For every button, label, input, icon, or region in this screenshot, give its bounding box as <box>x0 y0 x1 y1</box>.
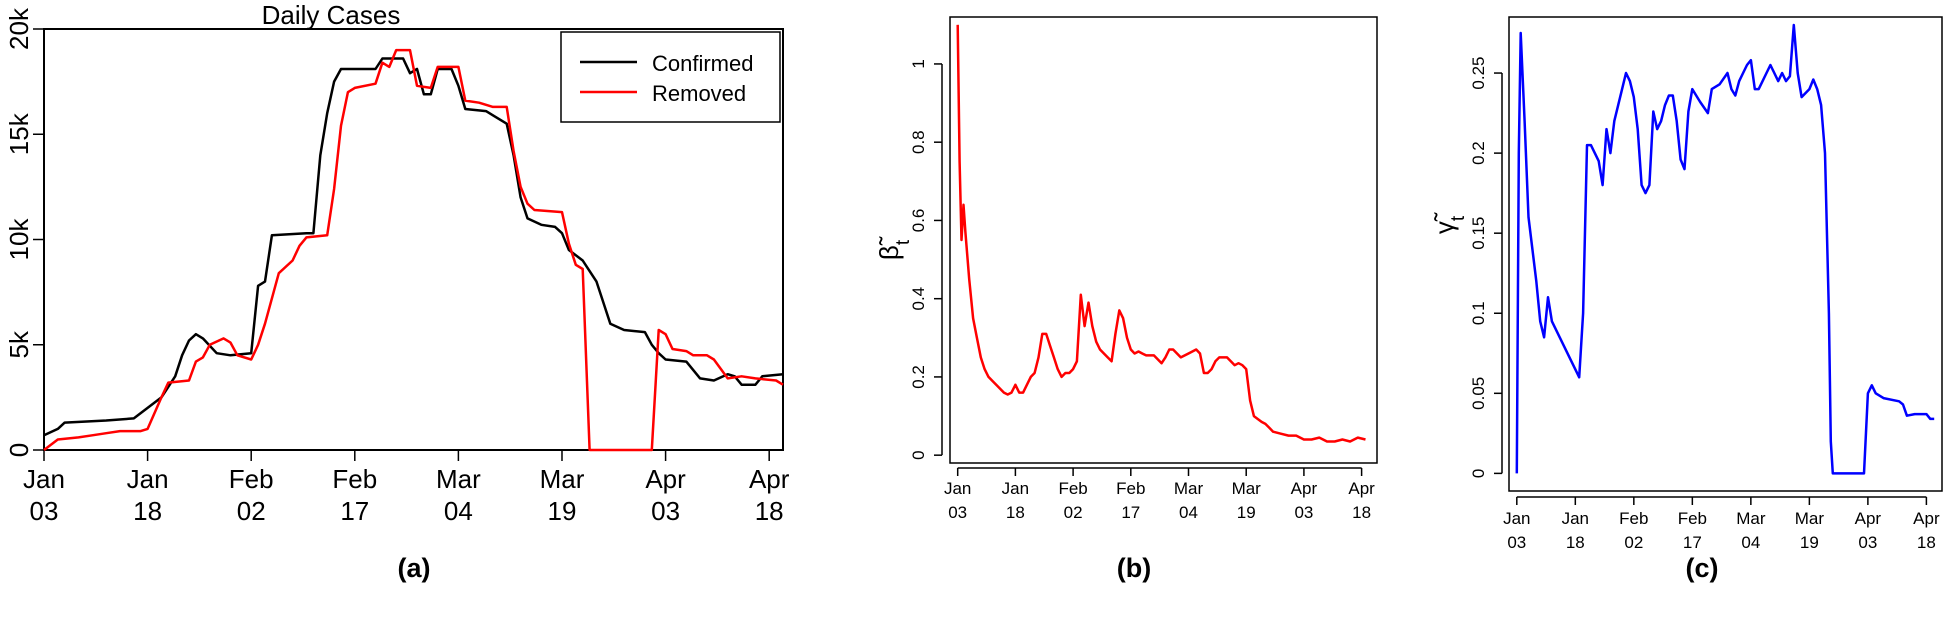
panel-b-y-tick-label: 0 <box>909 450 928 459</box>
panel-c-gamma: 0 0.05 0.1 0.15 0.2 0.25 Jan 03 Jan 18 Feb 02 Feb 17… <box>1429 16 1943 583</box>
panel-b-x-tick-label-month: Mar <box>1232 479 1262 498</box>
panel-b-y-tick-label: 0.8 <box>909 130 928 154</box>
panel-c-y-tick-label: 0 <box>1469 469 1488 478</box>
panel-b-y-label: β̃t <box>874 236 914 260</box>
panel-c-y-label: γ̃t <box>1429 212 1469 234</box>
panel-c-x-tick-label-day: 03 <box>1858 533 1877 552</box>
panel-b-x-tick-label-month: Apr <box>1291 479 1318 498</box>
panel-a-y-tick-label: 5k <box>4 330 34 358</box>
panel-a-x-tick-label-month: Mar <box>540 464 585 494</box>
panel-a-x-tick-label-day: 02 <box>237 496 266 526</box>
panel-b-y-axis: 0 0.2 0.4 0.6 0.8 1 <box>909 59 943 460</box>
panel-c-x-tick-label-month: Mar <box>1795 509 1825 528</box>
panel-a-x-tick-label-month: Feb <box>229 464 274 494</box>
panel-a-y-tick-label: 0 <box>4 443 34 457</box>
panel-b-y-tick-label: 1 <box>909 59 928 68</box>
panel-a-x-tick-label-month: Apr <box>749 464 790 494</box>
panel-c-x-tick-label-day: 19 <box>1800 533 1819 552</box>
panel-c-x-tick-label-month: Feb <box>1678 509 1707 528</box>
panel-b-beta: 0 0.2 0.4 0.6 0.8 1 Jan 03 Jan 18 Feb 02 Feb 17 Mar 04… <box>874 16 1378 583</box>
panel-a-y-axis: 0 5k 10k 15k 20k <box>4 7 44 457</box>
panel-b-x-tick-label-month: Jan <box>1002 479 1029 498</box>
panel-b-y-tick-label: 0.4 <box>909 287 928 311</box>
panel-a-x-tick-label-day: 03 <box>30 496 59 526</box>
panel-a-x-tick-label-day: 17 <box>340 496 369 526</box>
panel-c-x-tick-label-month: Feb <box>1619 509 1648 528</box>
panel-c-x-tick-label-month: Jan <box>1562 509 1589 528</box>
panel-b-x-tick-label-day: 19 <box>1237 503 1256 522</box>
panel-c-x-tick-label-day: 17 <box>1683 533 1702 552</box>
panel-a-title: Daily Cases <box>262 0 401 30</box>
panel-b-x-tick-label-day: 02 <box>1064 503 1083 522</box>
panel-c-plot-frame <box>1508 16 1943 492</box>
panel-b-x-tick-label-month: Feb <box>1116 479 1145 498</box>
panel-c-series <box>1515 23 1935 475</box>
panel-a-line-removed <box>43 48 784 452</box>
panel-b-x-tick-label-month: Jan <box>944 479 971 498</box>
panel-b-x-tick-label-day: 18 <box>1006 503 1025 522</box>
panel-c-x-tick-label-month: Apr <box>1913 509 1940 528</box>
panel-b-x-tick-label-day: 03 <box>948 503 967 522</box>
panel-c-label: (c) <box>1686 553 1719 583</box>
legend-label-confirmed: Confirmed <box>652 51 753 76</box>
panel-b-y-tick-label: 0.2 <box>909 365 928 389</box>
panel-a-line-confirmed <box>43 57 784 437</box>
panel-c-y-tick-label: 0.15 <box>1469 217 1488 250</box>
panel-c-x-axis: Jan 03 Jan 18 Feb 02 Feb 17 Mar 04 Mar 19 Apr 03 Apr 18 <box>1503 496 1940 552</box>
panel-a-x-tick-label-day: 19 <box>548 496 577 526</box>
panel-b-series <box>956 24 1366 443</box>
panel-c-x-tick-label-day: 18 <box>1917 533 1936 552</box>
panel-a-x-tick-label-month: Jan <box>23 464 65 494</box>
panel-b-x-tick-label-month: Feb <box>1058 479 1087 498</box>
panel-a-legend: Confirmed Removed <box>560 31 781 123</box>
panel-a-label: (a) <box>398 553 431 583</box>
panel-c-y-tick-label: 0.05 <box>1469 377 1488 410</box>
panel-a-x-tick-label-day: 03 <box>651 496 680 526</box>
panel-b-x-tick-label-month: Mar <box>1174 479 1204 498</box>
panel-b-x-tick-label-month: Apr <box>1348 479 1375 498</box>
panel-a-series <box>43 48 784 452</box>
panel-a-y-tick-label: 15k <box>4 112 34 155</box>
panel-c-y-tick-label: 0.25 <box>1469 57 1488 90</box>
panel-c-y-axis: 0 0.05 0.1 0.15 0.2 0.25 <box>1469 57 1503 478</box>
panel-c-x-tick-label-month: Mar <box>1736 509 1766 528</box>
panel-a-x-tick-label-month: Mar <box>436 464 481 494</box>
panel-b-plot-frame <box>949 16 1378 464</box>
panel-c-x-tick-label-month: Apr <box>1855 509 1882 528</box>
panel-b-x-tick-label-day: 04 <box>1179 503 1198 522</box>
panel-c-x-tick-label-day: 04 <box>1741 533 1760 552</box>
panel-a-x-tick-label-day: 18 <box>133 496 162 526</box>
panel-c-x-tick-label-month: Jan <box>1503 509 1530 528</box>
panel-b-x-tick-label-day: 18 <box>1352 503 1371 522</box>
panel-c-line-series-0 <box>1515 23 1935 475</box>
panel-a-x-tick-label-month: Apr <box>645 464 686 494</box>
panel-a-x-tick-label-month: Jan <box>127 464 169 494</box>
legend-box <box>560 31 781 123</box>
panel-b-label: (b) <box>1117 553 1151 583</box>
panel-b-x-axis: Jan 03 Jan 18 Feb 02 Feb 17 Mar 04 Mar 19 Apr 03 Apr 18 <box>944 467 1375 522</box>
panel-c-y-tick-label: 0.1 <box>1469 301 1488 325</box>
panel-a-x-tick-label-month: Feb <box>332 464 377 494</box>
panel-a-y-tick-label: 20k <box>4 7 34 50</box>
panel-b-x-tick-label-day: 03 <box>1294 503 1313 522</box>
panel-a-x-tick-label-day: 04 <box>444 496 473 526</box>
panel-c-x-tick-label-day: 18 <box>1566 533 1585 552</box>
legend-label-removed: Removed <box>652 81 746 106</box>
panel-a-x-tick-label-day: 18 <box>755 496 784 526</box>
panel-c-x-tick-label-day: 03 <box>1507 533 1526 552</box>
panel-c-y-tick-label: 0.2 <box>1469 141 1488 165</box>
panel-c-x-tick-label-day: 02 <box>1624 533 1643 552</box>
panel-b-y-tick-label: 0.6 <box>909 209 928 233</box>
panel-a-y-tick-label: 10k <box>4 218 34 261</box>
panel-b-x-tick-label-day: 17 <box>1121 503 1140 522</box>
panel-b-line-series-0 <box>956 24 1366 443</box>
